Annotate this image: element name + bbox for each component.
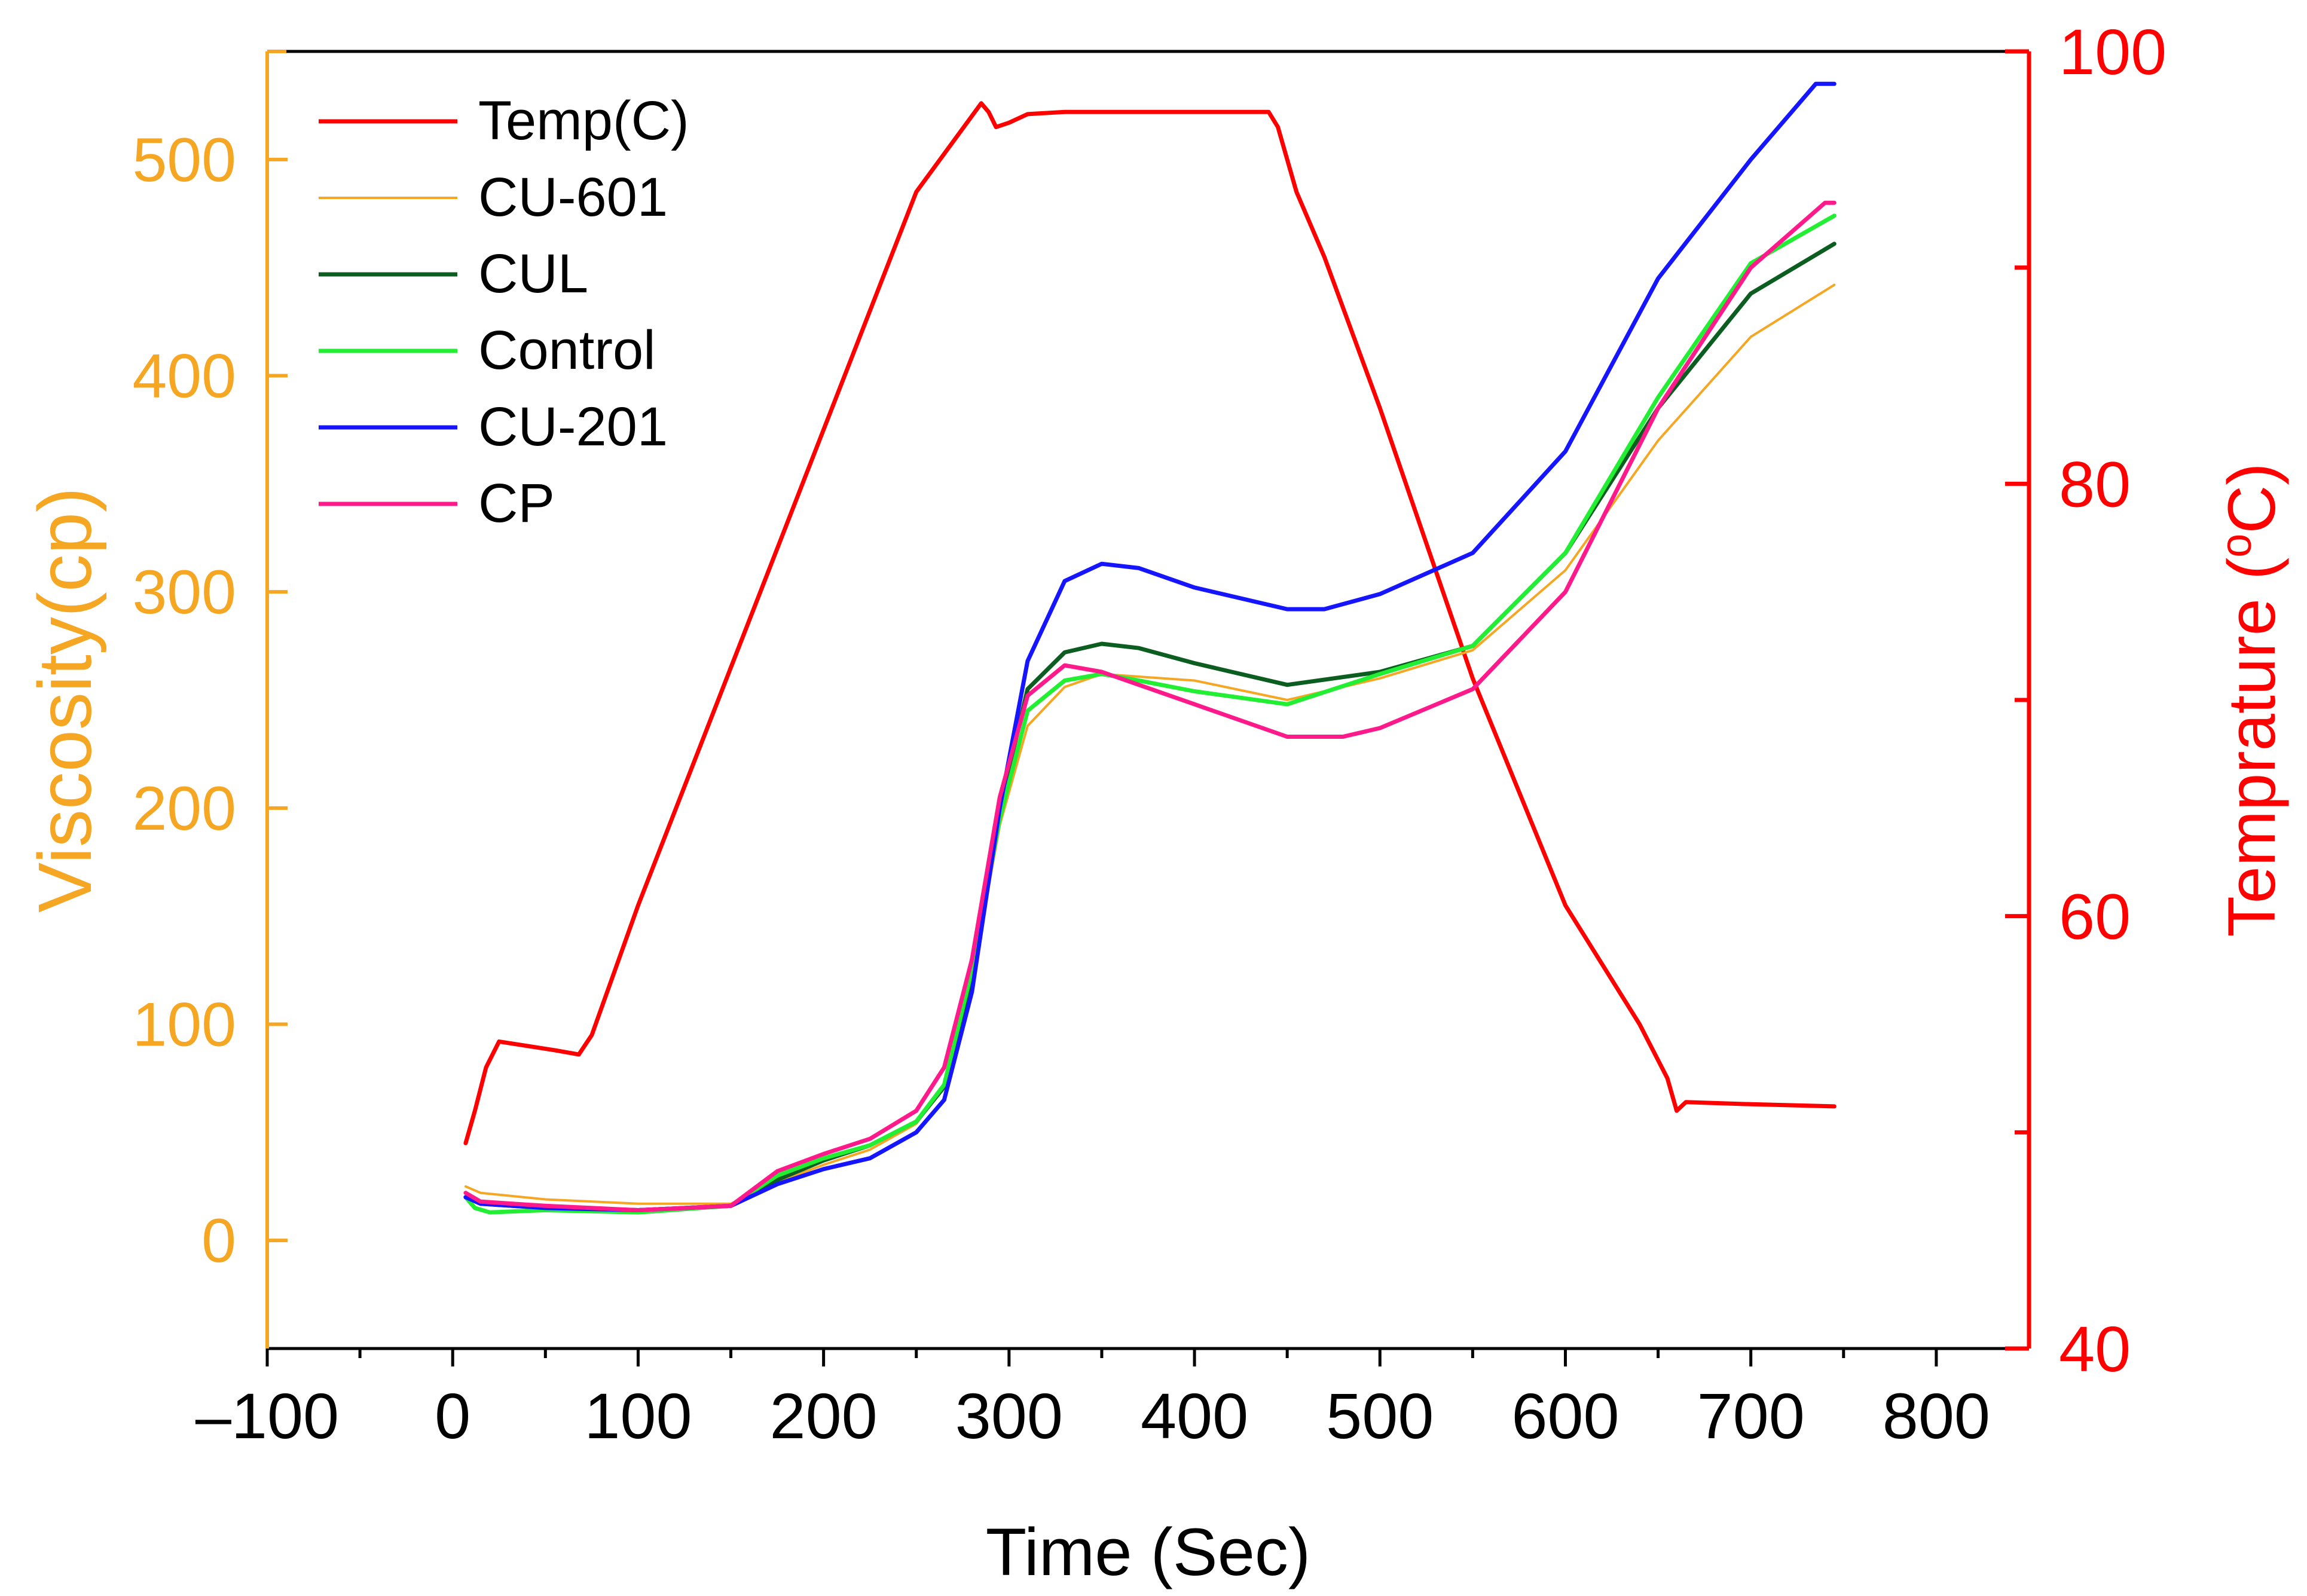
y-left-tick-label: 400 — [132, 342, 236, 411]
x-tick-label: 800 — [1883, 1380, 1990, 1452]
x-tick-label: 200 — [770, 1380, 878, 1452]
x-tick-label: 400 — [1141, 1380, 1248, 1452]
y-left-tick-label: 300 — [132, 558, 236, 627]
y-right-axis-label: Temprature (oC) — [2213, 463, 2289, 937]
legend-label-control: Control — [478, 320, 656, 381]
x-tick-label: 100 — [584, 1380, 692, 1452]
unit-letter: C — [2214, 485, 2289, 534]
legend-label-temp-c: Temp(C) — [478, 90, 689, 151]
legend-label-cu-601: CU-601 — [478, 167, 668, 228]
axes: –100 0 100 200 300 400 500 600 700 800 0 100 200 300 4… — [132, 16, 2167, 1452]
y-left-tick-label: 200 — [132, 774, 236, 843]
y-right-tick-label: 60 — [2059, 880, 2131, 953]
legend: Temp(C) CU-601 CUL Control CU-201 CP — [319, 90, 689, 534]
x-tick-label: 300 — [955, 1380, 1063, 1452]
y-right-tick-label: 100 — [2059, 16, 2167, 88]
x-tick-label: 700 — [1697, 1380, 1805, 1452]
x-tick-label: 0 — [435, 1380, 470, 1452]
y-left-tick-label: 500 — [132, 126, 236, 195]
x-tick-label: –100 — [195, 1380, 339, 1452]
y-right-label-suffix: ) — [2214, 463, 2289, 485]
x-tick-label: 600 — [1511, 1380, 1619, 1452]
series-line-temp-c — [463, 101, 1837, 1145]
degree-superscript: o — [2213, 534, 2260, 558]
y-left-tick-label: 100 — [132, 990, 236, 1060]
y-right-label-unit: oC — [2213, 485, 2289, 558]
x-axis-label: Time (Sec) — [986, 1515, 1310, 1589]
y-right-tick-label: 40 — [2059, 1313, 2131, 1385]
axis-labels: Time (Sec) Viscosity(cp) Temprature (oC) — [23, 463, 2289, 1589]
legend-label-cu-201: CU-201 — [478, 396, 668, 457]
legend-label-cul: CUL — [478, 243, 588, 304]
y-left-tick-label: 0 — [201, 1206, 236, 1276]
x-tick-label: 500 — [1326, 1380, 1434, 1452]
legend-label-cp: CP — [478, 473, 555, 534]
y-right-tick-label: 80 — [2059, 448, 2131, 520]
series-line-cp — [463, 200, 1837, 1212]
plot-lines — [463, 81, 1837, 1215]
y-right-label-prefix: Temprature ( — [2214, 558, 2289, 937]
y-left-axis-label: Viscosity(cp) — [23, 487, 107, 913]
